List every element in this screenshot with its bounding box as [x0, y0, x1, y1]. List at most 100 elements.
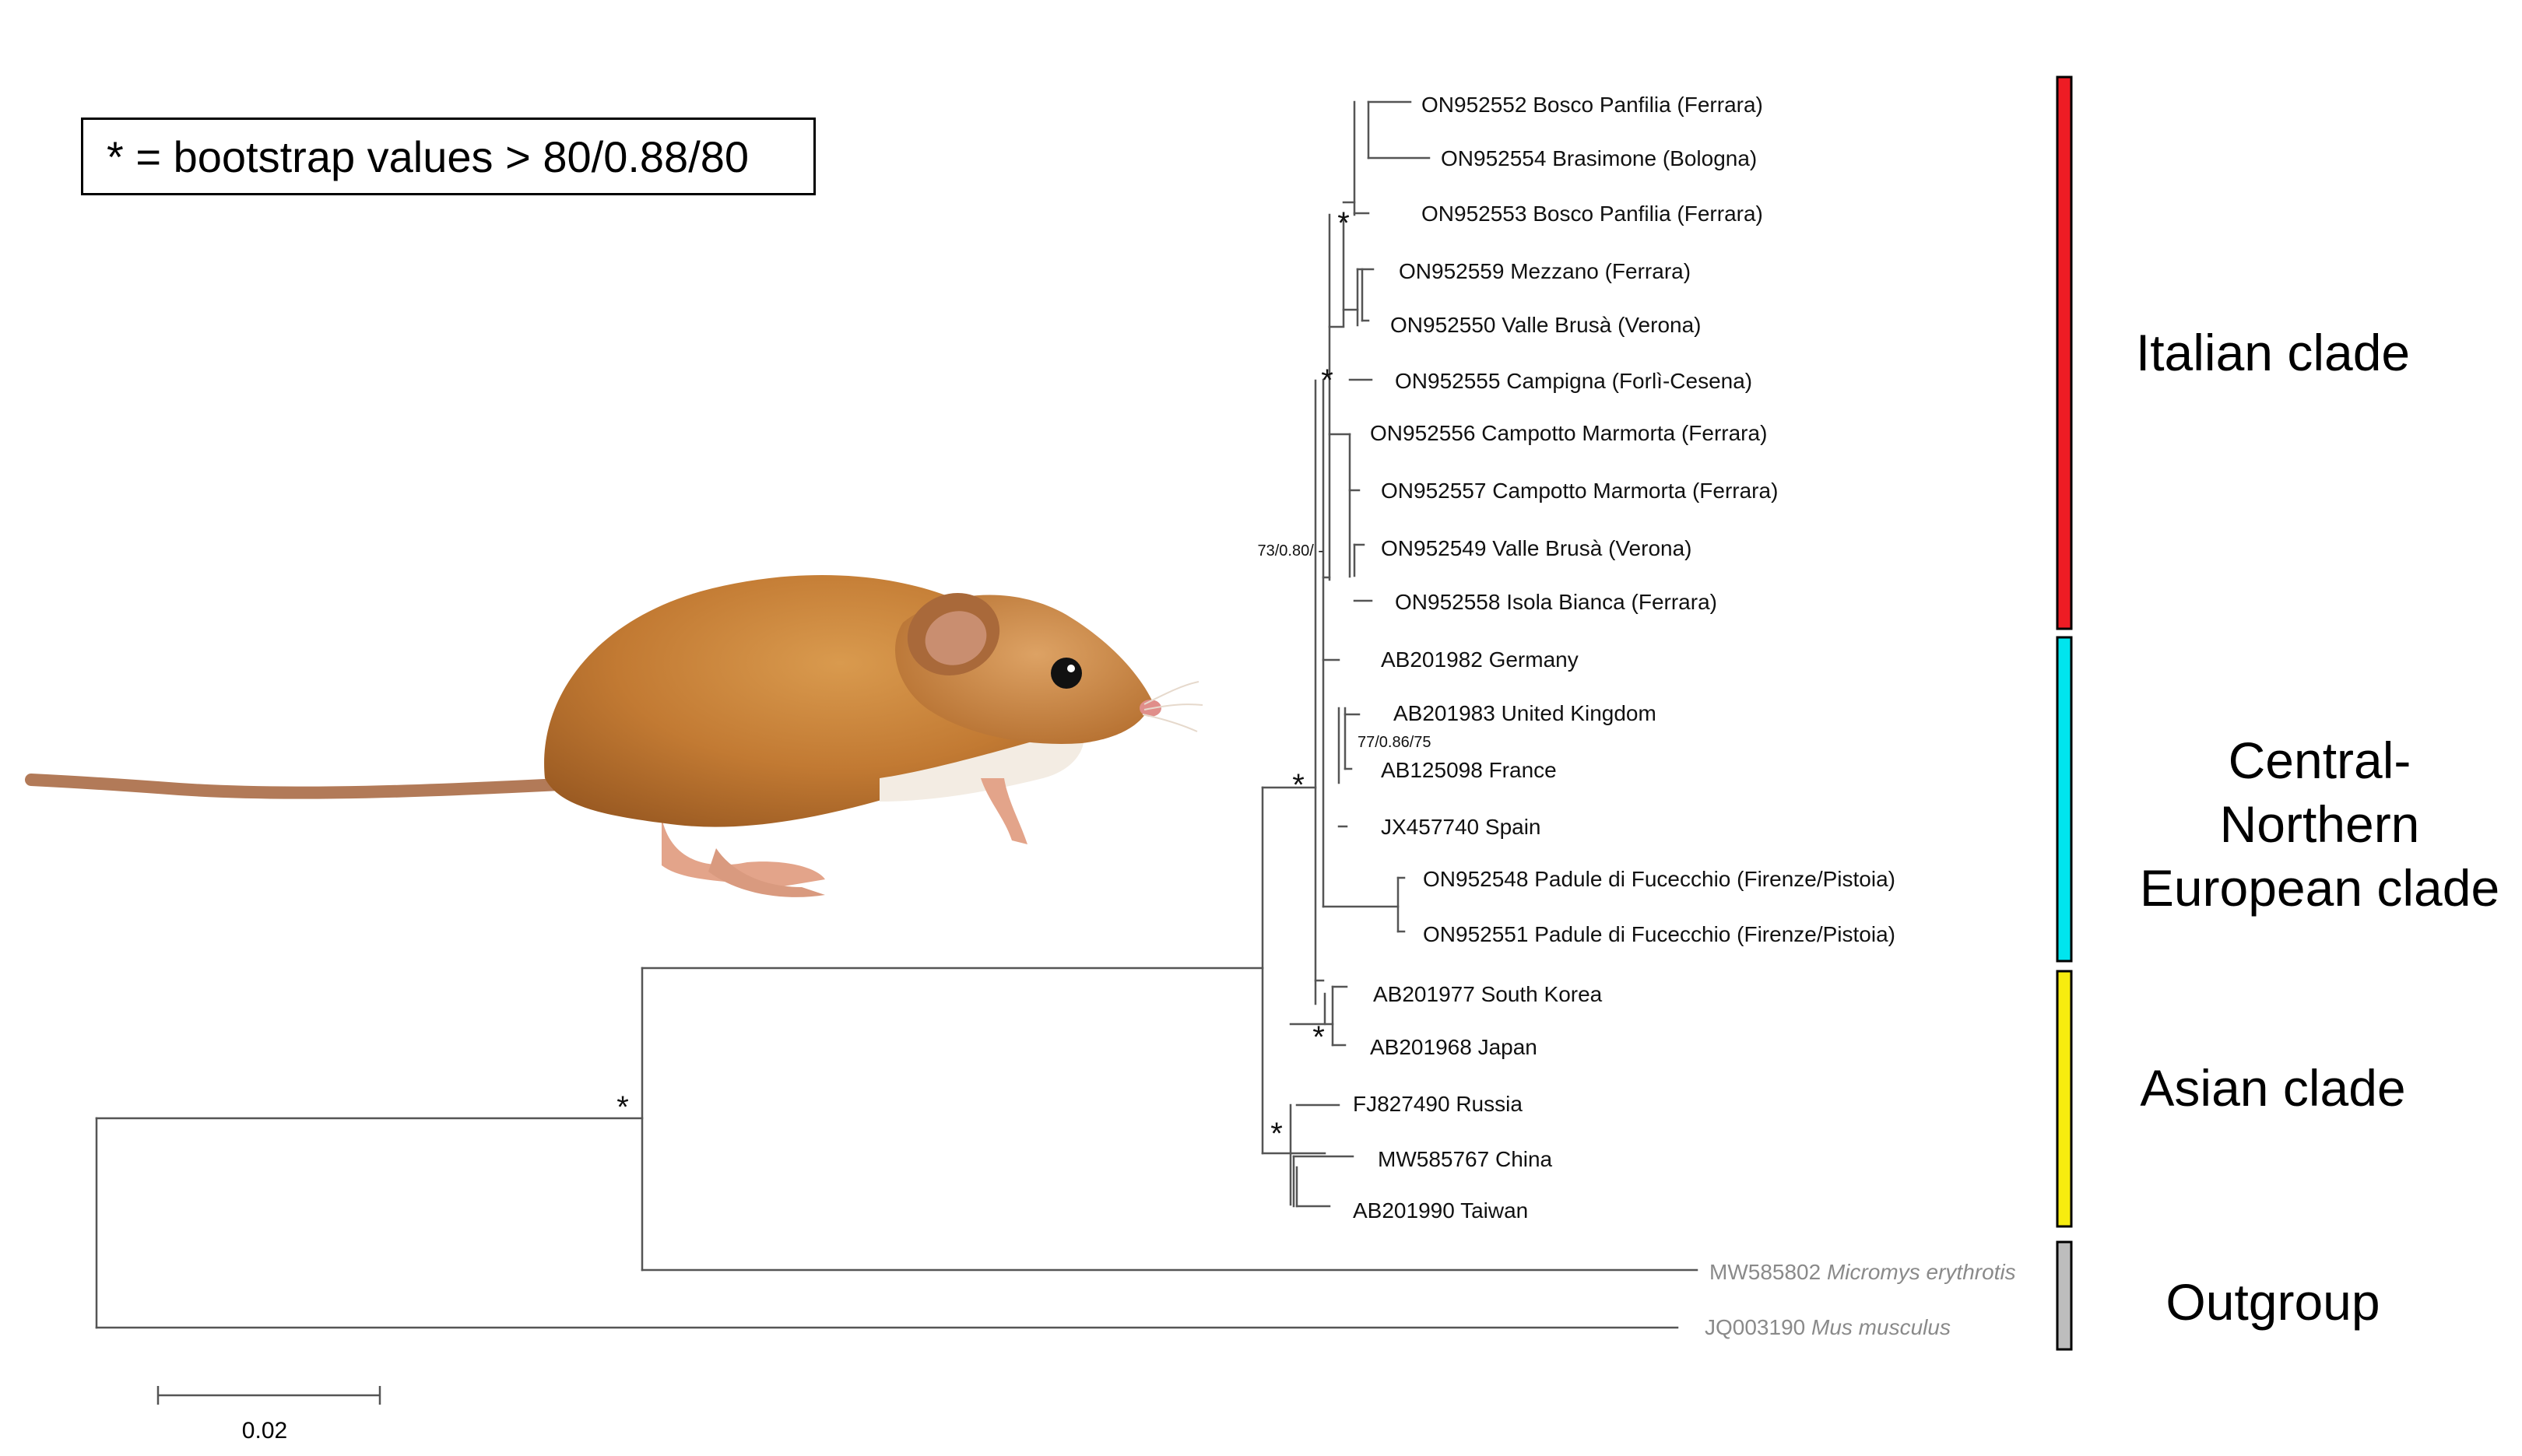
- tip-location: France: [1489, 758, 1557, 782]
- tip-label: ON952553 Bosco Panfilia (Ferrara): [1421, 202, 1763, 226]
- tip-label: AB201977 South Korea: [1373, 982, 1603, 1006]
- tip-location: South Korea: [1481, 982, 1603, 1006]
- tip-accession: ON952559: [1399, 259, 1504, 283]
- tip-accession: ON952550: [1390, 313, 1495, 337]
- tip-label: AB201990 Taiwan: [1353, 1198, 1528, 1223]
- tip-label: JX457740 Spain: [1381, 815, 1541, 839]
- tip-location: Campigna (Forlì-Cesena): [1506, 369, 1752, 393]
- tip-label: ON952555 Campigna (Forlì-Cesena): [1395, 369, 1752, 393]
- mouse-eye-highlight: [1067, 665, 1075, 672]
- tip-location: China: [1495, 1147, 1553, 1171]
- tip-accession: ON952552: [1421, 93, 1526, 117]
- tip-label: AB201983 United Kingdom: [1393, 701, 1656, 725]
- tip-labels: ON952552 Bosco Panfilia (Ferrara)ON95255…: [1353, 93, 2016, 1339]
- mouse-front-leg: [981, 778, 1027, 844]
- support-asterisk: *: [1292, 768, 1305, 802]
- tip-location: Valle Brusà (Verona): [1502, 313, 1701, 337]
- tip-label: ON952559 Mezzano (Ferrara): [1399, 259, 1691, 283]
- clade-label-line: Northern: [2219, 795, 2420, 853]
- clade-label-central-northern-european: Central- Northern European clade: [2125, 728, 2514, 920]
- support-asterisk: *: [1337, 206, 1350, 240]
- tip-location: United Kingdom: [1502, 701, 1656, 725]
- tip-accession: MW585802: [1709, 1260, 1821, 1284]
- tip-location: Russia: [1456, 1092, 1523, 1116]
- tip-label: ON952557 Campotto Marmorta (Ferrara): [1381, 479, 1778, 503]
- support-value-label: 73/0.80/ -: [1257, 542, 1323, 560]
- clade-bar-italian: [2056, 75, 2073, 630]
- tip-accession: MW585767: [1378, 1147, 1489, 1171]
- mouse-hind-foot-2: [708, 848, 825, 897]
- tip-label: MW585767 China: [1378, 1147, 1553, 1171]
- tip-location: Micromys erythrotis: [1827, 1260, 2016, 1284]
- tip-accession: ON952553: [1421, 202, 1526, 226]
- tip-accession: AB201968: [1370, 1035, 1472, 1059]
- tip-label: ON952552 Bosco Panfilia (Ferrara): [1421, 93, 1763, 117]
- tip-label: JQ003190 Mus musculus: [1705, 1315, 1951, 1339]
- mouse-hind-foot: [662, 817, 825, 887]
- tip-location: Bosco Panfilia (Ferrara): [1533, 202, 1763, 226]
- tip-location: Japan: [1478, 1035, 1537, 1059]
- support-values: * * 73/0.80/ - 77/0.86/75 * * * *: [616, 206, 1431, 1151]
- clade-label-line: Asian clade: [2140, 1059, 2406, 1117]
- support-asterisk: *: [1321, 363, 1333, 398]
- tip-location: Isola Bianca (Ferrara): [1506, 590, 1717, 614]
- tip-accession: ON952549: [1381, 536, 1486, 560]
- tip-label: ON952549 Valle Brusà (Verona): [1381, 536, 1692, 560]
- support-asterisk: *: [1312, 1020, 1325, 1054]
- tip-label: FJ827490 Russia: [1353, 1092, 1523, 1116]
- tip-label: ON952556 Campotto Marmorta (Ferrara): [1370, 421, 1767, 445]
- tip-accession: AB201983: [1393, 701, 1495, 725]
- clade-bar-outgroup: [2056, 1240, 2073, 1351]
- tip-label: AB201982 Germany: [1381, 647, 1579, 672]
- tree-branches: [95, 100, 1698, 1329]
- tip-location: Mus musculus: [1811, 1315, 1951, 1339]
- tip-accession: ON952548: [1423, 867, 1528, 891]
- tip-location: Campotto Marmorta (Ferrara): [1492, 479, 1778, 503]
- bootstrap-legend-text: * = bootstrap values > 80/0.88/80: [107, 132, 750, 181]
- scale-bar: 0.02: [156, 1386, 381, 1444]
- tip-location: Taiwan: [1460, 1198, 1528, 1223]
- tip-location: Padule di Fucecchio (Firenze/Pistoia): [1534, 922, 1895, 946]
- tip-location: Campotto Marmorta (Ferrara): [1481, 421, 1767, 445]
- tip-accession: AB125098: [1381, 758, 1483, 782]
- clade-label-line: Outgroup: [2165, 1273, 2380, 1331]
- tip-label: ON952548 Padule di Fucecchio (Firenze/Pi…: [1423, 867, 1895, 891]
- clade-bar-asian: [2056, 970, 2073, 1228]
- tip-accession: ON952557: [1381, 479, 1486, 503]
- clade-bar-central-northern-european: [2056, 636, 2073, 963]
- clade-label-line: Central-: [2228, 732, 2411, 789]
- clade-label-asian: Asian clade: [2102, 1056, 2444, 1120]
- tip-location: Brasimone (Bologna): [1552, 146, 1757, 170]
- tip-label: ON952550 Valle Brusà (Verona): [1390, 313, 1702, 337]
- scale-bar-label: 0.02: [242, 1418, 287, 1444]
- mouse-whiskers: [1142, 681, 1203, 732]
- tip-location: Mezzano (Ferrara): [1510, 259, 1691, 283]
- tip-accession: AB201977: [1373, 982, 1475, 1006]
- support-asterisk: *: [1270, 1117, 1283, 1151]
- clade-label-italian: Italian clade: [2102, 321, 2444, 384]
- tip-accession: ON952554: [1441, 146, 1546, 170]
- tip-label: ON952554 Brasimone (Bologna): [1441, 146, 1757, 170]
- tip-accession: AB201982: [1381, 647, 1483, 672]
- tip-accession: ON952556: [1370, 421, 1475, 445]
- tip-location: Padule di Fucecchio (Firenze/Pistoia): [1534, 867, 1895, 891]
- tip-location: Bosco Panfilia (Ferrara): [1533, 93, 1763, 117]
- tip-accession: ON952551: [1423, 922, 1528, 946]
- tip-label: AB201968 Japan: [1370, 1035, 1537, 1059]
- support-value-label: 77/0.86/75: [1358, 734, 1431, 751]
- tip-accession: JX457740: [1381, 815, 1479, 839]
- tip-label: ON952551 Padule di Fucecchio (Firenze/Pi…: [1423, 922, 1895, 946]
- mouse-eye: [1051, 658, 1082, 689]
- tip-accession: ON952555: [1395, 369, 1500, 393]
- tip-location: Spain: [1485, 815, 1541, 839]
- clade-label-line: European clade: [2139, 859, 2500, 917]
- support-asterisk: *: [616, 1090, 629, 1124]
- mouse-tail: [25, 774, 567, 799]
- tip-accession: FJ827490: [1353, 1092, 1450, 1116]
- bootstrap-legend: * = bootstrap values > 80/0.88/80: [81, 118, 816, 195]
- tip-label: ON952558 Isola Bianca (Ferrara): [1395, 590, 1717, 614]
- tip-accession: ON952558: [1395, 590, 1500, 614]
- harvest-mouse-image: [25, 574, 1203, 897]
